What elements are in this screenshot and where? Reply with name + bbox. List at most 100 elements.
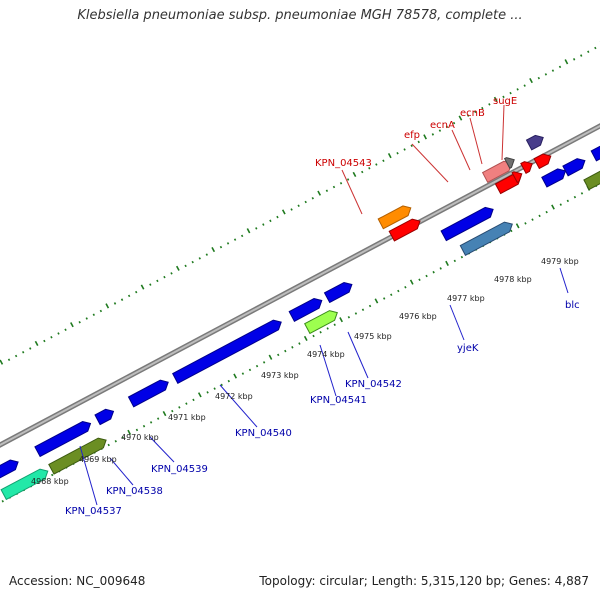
tick-mark xyxy=(573,195,577,199)
tick-mark xyxy=(580,54,583,57)
gene-block[interactable] xyxy=(127,379,169,408)
tick-mark xyxy=(333,323,336,327)
tick-mark xyxy=(127,429,132,435)
tick-mark xyxy=(113,302,117,305)
gene-block[interactable] xyxy=(459,221,513,256)
label-leader xyxy=(347,331,369,379)
kbp-label: 4979 kbp xyxy=(541,257,579,266)
tick-mark xyxy=(29,347,32,350)
gene-block[interactable] xyxy=(562,158,586,177)
tick-mark xyxy=(114,439,117,443)
tick-mark xyxy=(319,331,322,334)
tick-mark xyxy=(57,332,60,335)
tick-mark xyxy=(276,215,279,219)
label-leader xyxy=(149,436,175,463)
gene-block[interactable] xyxy=(34,420,92,458)
tick-mark xyxy=(317,190,322,196)
tick-mark xyxy=(396,151,399,155)
gene-block[interactable] xyxy=(0,468,49,501)
tick-mark xyxy=(312,334,315,338)
gene-block[interactable] xyxy=(583,169,600,191)
gene-block[interactable] xyxy=(520,161,533,174)
tick-mark xyxy=(445,260,449,266)
gene-label-kpn_04543[interactable]: KPN_04543 xyxy=(315,158,372,169)
tick-mark xyxy=(523,84,526,87)
kbp-label: 4977 kbp xyxy=(447,294,485,303)
gene-block[interactable] xyxy=(590,143,600,162)
tick-mark xyxy=(211,246,216,253)
tick-mark xyxy=(423,134,427,140)
gene-block[interactable] xyxy=(525,134,544,151)
tick-mark xyxy=(241,372,245,375)
gene-label-kpn_04537[interactable]: KPN_04537 xyxy=(65,506,122,517)
gene-block[interactable] xyxy=(288,297,323,322)
tick-mark xyxy=(226,242,230,245)
tick-mark xyxy=(70,322,74,328)
tick-mark xyxy=(219,245,223,249)
gene-label-kpn_04542[interactable]: KPN_04542 xyxy=(345,379,402,390)
gene-block[interactable] xyxy=(377,205,412,230)
tick-mark xyxy=(14,354,18,358)
label-leader xyxy=(449,304,465,341)
tick-mark xyxy=(339,181,343,185)
tick-mark xyxy=(105,303,110,309)
tick-mark xyxy=(255,227,258,230)
tick-mark xyxy=(516,88,519,91)
tick-mark xyxy=(7,358,11,362)
tick-mark xyxy=(566,199,570,203)
gene-label-kpn_04538[interactable]: KPN_04538 xyxy=(106,486,163,497)
tick-mark xyxy=(198,257,201,260)
gene-features[interactable] xyxy=(0,134,600,501)
gene-block[interactable] xyxy=(533,153,552,170)
tick-mark xyxy=(529,77,533,84)
gene-label-ecna[interactable]: ecnA xyxy=(430,120,455,131)
tick-mark xyxy=(361,308,365,312)
kbp-label: 4978 kbp xyxy=(494,275,532,284)
tick-mark xyxy=(78,320,81,324)
tick-mark xyxy=(175,265,180,271)
gene-block[interactable] xyxy=(503,157,515,169)
gene-block[interactable] xyxy=(48,437,107,475)
tick-mark xyxy=(135,428,139,432)
tick-mark xyxy=(206,391,209,394)
gene-label-blc[interactable]: blc xyxy=(565,300,580,311)
tick-mark xyxy=(227,379,230,383)
tick-mark xyxy=(409,279,414,285)
gene-label-efp[interactable]: efp xyxy=(404,130,420,141)
tick-mark xyxy=(374,298,379,304)
gene-label-yjek[interactable]: yjeK xyxy=(457,343,479,354)
gene-label-kpn_04541[interactable]: KPN_04541 xyxy=(310,395,367,406)
tick-mark xyxy=(332,185,336,189)
tick-mark xyxy=(368,304,372,308)
gene-label-ecnb[interactable]: ecnB xyxy=(460,108,485,119)
tick-mark xyxy=(594,46,597,50)
kbp-label: 4974 kbp xyxy=(307,350,345,359)
tick-mark xyxy=(587,50,590,54)
tick-mark xyxy=(354,312,358,315)
tick-mark xyxy=(404,285,407,289)
gene-block[interactable] xyxy=(388,218,421,242)
gene-block[interactable] xyxy=(323,281,353,304)
tick-mark xyxy=(572,58,576,61)
gene-label-kpn_04540[interactable]: KPN_04540 xyxy=(235,428,292,439)
gene-block[interactable] xyxy=(440,206,494,242)
gene-block[interactable] xyxy=(541,168,567,188)
tick-mark xyxy=(488,103,491,106)
gene-block[interactable] xyxy=(172,319,282,384)
gene-block[interactable] xyxy=(304,310,338,335)
gene-block[interactable] xyxy=(511,171,523,184)
gene-label-kpn_04539[interactable]: KPN_04539 xyxy=(151,464,208,475)
tick-mark xyxy=(281,209,286,215)
gene-block[interactable] xyxy=(94,408,115,426)
tick-mark xyxy=(493,96,498,102)
accession-label: Accession: NC_009648 xyxy=(9,574,146,588)
tick-mark xyxy=(149,283,152,286)
tick-mark xyxy=(142,424,146,428)
label-leaders xyxy=(79,104,569,506)
kbp-label: 4971 kbp xyxy=(168,413,206,422)
tick-mark xyxy=(390,293,393,296)
gene-block[interactable] xyxy=(0,459,19,485)
gene-label-suge[interactable]: sugE xyxy=(493,96,517,107)
tick-mark xyxy=(410,144,413,147)
